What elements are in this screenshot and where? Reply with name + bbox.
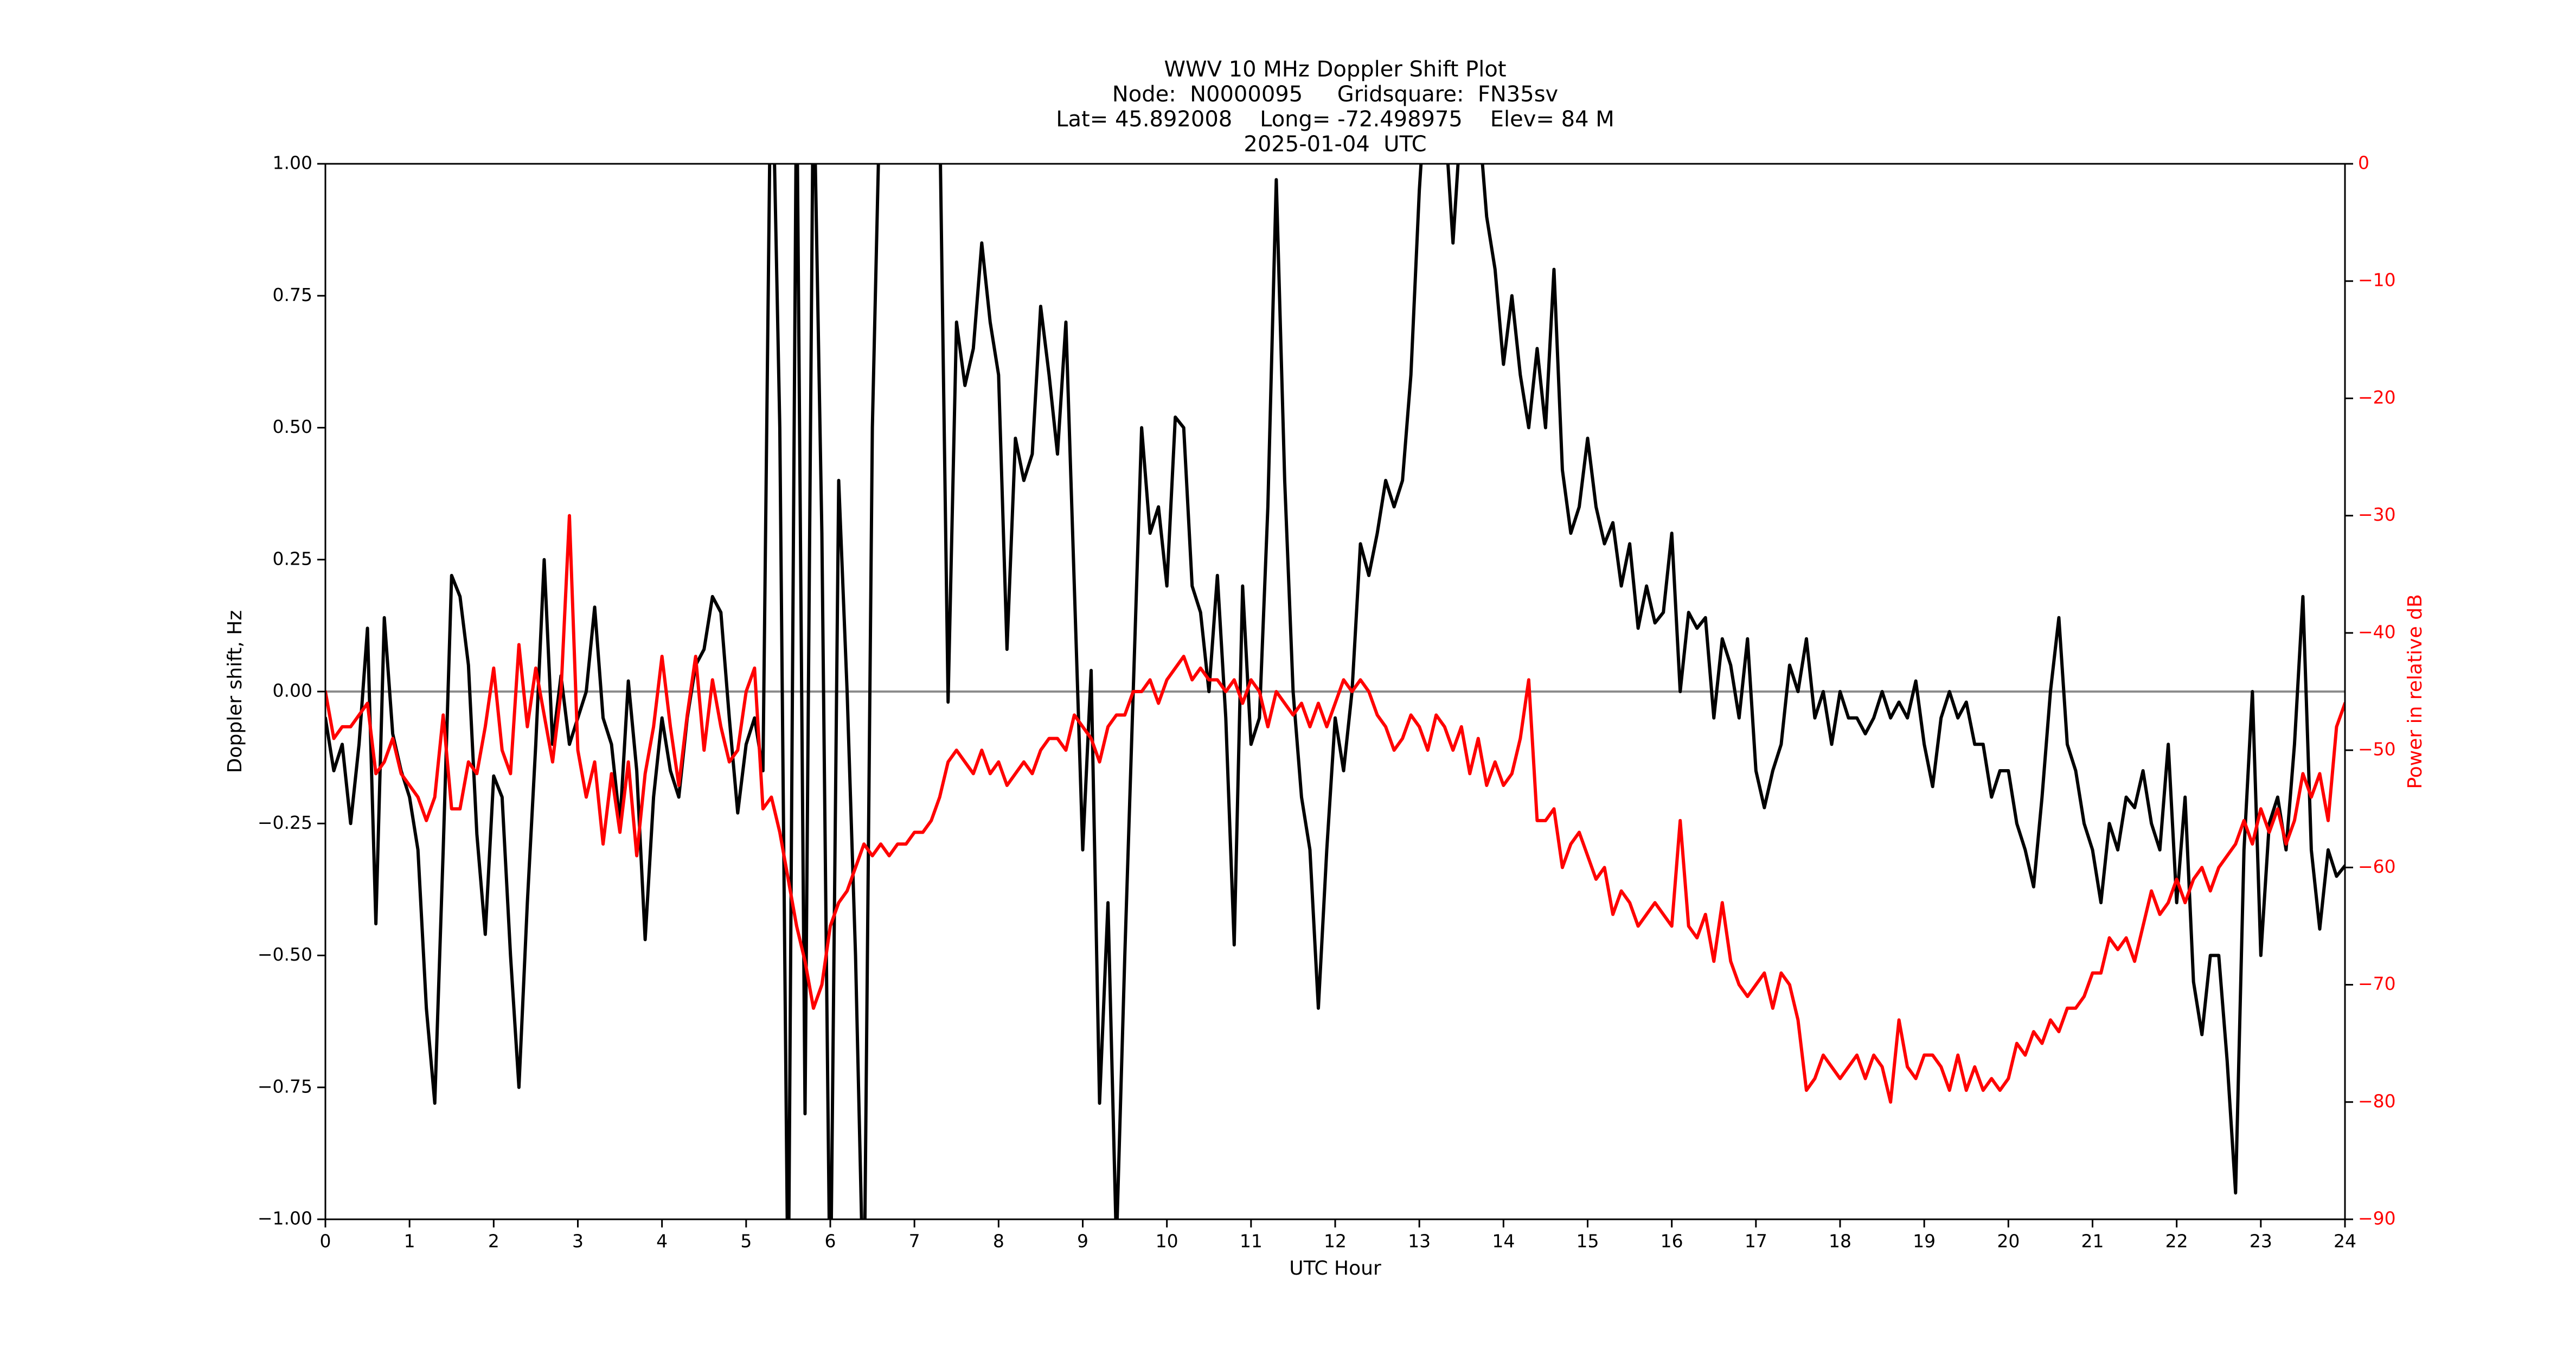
x-tick-label: 0: [320, 1231, 331, 1252]
x-tick-label: 9: [1077, 1231, 1088, 1252]
y-tick-label: 1.00: [273, 152, 312, 174]
x-tick-label: 23: [2250, 1231, 2272, 1252]
x-tick-label: 12: [1324, 1231, 1347, 1252]
y-tick-label: 0.50: [273, 416, 312, 437]
data-line: [325, 164, 2345, 1219]
x-tick-label: 13: [1408, 1231, 1431, 1252]
x-tick-label: 21: [2081, 1231, 2104, 1252]
chart-title: 2025-01-04 UTC: [1244, 132, 1426, 157]
y2-tick-label: −70: [2358, 973, 2396, 994]
y-tick-label: −1.00: [258, 1208, 312, 1229]
y2-tick-label: −30: [2358, 504, 2396, 525]
x-tick-label: 11: [1240, 1231, 1263, 1252]
plot-lines: [325, 164, 2345, 1219]
y-tick-label: −0.75: [258, 1076, 312, 1097]
y2-tick-label: −60: [2358, 856, 2396, 877]
y-tick-label: −0.50: [258, 944, 312, 965]
y2-tick-label: 0: [2358, 152, 2369, 174]
chart-title: Lat= 45.892008 Long= -72.498975 Elev= 84…: [1056, 107, 1614, 132]
y2-tick-label: −50: [2358, 739, 2396, 760]
y2-tick-label: −90: [2358, 1208, 2396, 1229]
chart-title: WWV 10 MHz Doppler Shift Plot: [1164, 57, 1506, 82]
x-tick-label: 3: [572, 1231, 584, 1252]
y-tick-label: 0.25: [273, 548, 312, 569]
x-tick-label: 24: [2334, 1231, 2356, 1252]
y-tick-label: 0.75: [273, 284, 312, 305]
data-line: [325, 514, 2345, 1104]
chart-title: Node: N0000095 Gridsquare: FN35sv: [1112, 82, 1558, 107]
y2-tick-label: −10: [2358, 270, 2396, 291]
y2-tick-label: −80: [2358, 1090, 2396, 1111]
x-tick-label: 1: [404, 1231, 415, 1252]
x-axis-label: UTC Hour: [1289, 1257, 1381, 1280]
x-tick-label: 20: [1997, 1231, 2020, 1252]
x-tick-label: 22: [2165, 1231, 2188, 1252]
y-axis-label: Doppler shift, Hz: [224, 610, 246, 773]
x-tick-label: 8: [993, 1231, 1004, 1252]
x-tick-label: 7: [909, 1231, 920, 1252]
x-tick-label: 14: [1492, 1231, 1515, 1252]
y2-tick-label: −40: [2358, 621, 2396, 642]
x-tick-label: 17: [1745, 1231, 1767, 1252]
y-tick-label: 0.00: [273, 680, 312, 701]
x-tick-label: 16: [1661, 1231, 1683, 1252]
x-tick-label: 6: [825, 1231, 836, 1252]
plot-frame: [324, 163, 2346, 1220]
x-tick-label: 5: [740, 1231, 752, 1252]
x-tick-label: 10: [1156, 1231, 1178, 1252]
x-tick-label: 4: [656, 1231, 668, 1252]
x-tick-label: 19: [1913, 1231, 1936, 1252]
x-tick-label: 2: [488, 1231, 499, 1252]
x-tick-label: 15: [1577, 1231, 1599, 1252]
y2-tick-label: −20: [2358, 387, 2396, 408]
y-tick-label: −0.25: [258, 812, 312, 833]
x-tick-label: 18: [1829, 1231, 1851, 1252]
y2-axis-label: Power in relative dB: [2404, 594, 2426, 789]
